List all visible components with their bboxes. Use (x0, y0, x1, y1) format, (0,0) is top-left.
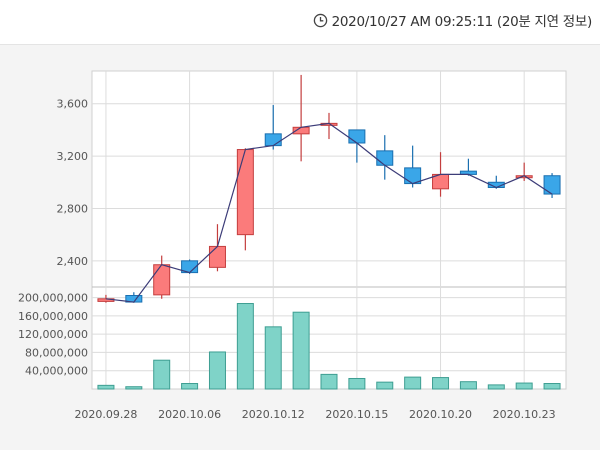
candle-body (376, 150, 394, 166)
volume-bar (264, 326, 282, 390)
volume-tick-label: 40,000,000 (25, 365, 88, 378)
clock-icon (313, 13, 327, 27)
volume-bar (125, 386, 143, 390)
volume-bar (208, 351, 226, 390)
price-axis: 2,400 2,800 3,200 3,600 (57, 98, 89, 268)
price-tick-label: 3,600 (57, 98, 89, 111)
volume-tick-label: 200,000,000 (18, 292, 88, 305)
volume-bar (376, 381, 394, 390)
timestamp: 2020/10/27 AM 09:25:11 (20분 지연 정보) (313, 10, 592, 30)
volume-bar (181, 383, 199, 390)
volume-bar (292, 311, 310, 390)
header: 2020/10/27 AM 09:25:11 (20분 지연 정보) (0, 0, 600, 44)
volume-bar (432, 377, 450, 390)
candles (97, 74, 561, 303)
candle-body (543, 175, 561, 195)
date-tick-label: 2020.10.06 (158, 408, 221, 421)
close-line (105, 122, 553, 303)
price-tick-label: 2,800 (57, 202, 89, 215)
date-tick-label: 2020.10.20 (409, 408, 472, 421)
volume-bars (97, 303, 561, 390)
timestamp-text: 2020/10/27 AM 09:25:11 (20분 지연 정보) (331, 14, 593, 30)
candle-body (208, 245, 226, 268)
price-tick-label: 2,400 (57, 255, 89, 268)
volume-bar (236, 303, 254, 390)
volume-bar (515, 382, 533, 390)
price-tick-label: 3,200 (57, 150, 89, 163)
volume-bar (459, 381, 477, 390)
volume-tick-label: 80,000,000 (25, 346, 88, 359)
volume-bar (153, 359, 171, 390)
date-tick-label: 2020.10.23 (493, 408, 556, 421)
volume-bar (348, 377, 366, 390)
volume-bar (97, 384, 115, 390)
volume-tick-label: 160,000,000 (18, 310, 88, 323)
date-tick-label: 2020.09.28 (74, 408, 137, 421)
candle-body (348, 129, 366, 144)
candle-body (264, 133, 282, 147)
volume-bar (487, 384, 505, 390)
volume-tick-label: 120,000,000 (18, 328, 88, 341)
grid (92, 71, 566, 389)
volume-axis: 40,000,000 80,000,000 120,000,000 160,000,0… (18, 292, 88, 378)
stock-chart: 2,400 2,800 3,200 3,600 40,000,000 80,000,00… (18, 70, 567, 421)
candle-body (153, 264, 171, 296)
date-axis: 2020.09.28 2020.10.06 2020.10.12 2020.10.15… (74, 408, 555, 421)
candle-body (236, 149, 254, 236)
volume-bar (543, 383, 561, 390)
date-tick-label: 2020.10.12 (242, 408, 305, 421)
volume-bar (320, 373, 338, 390)
date-tick-label: 2020.10.15 (325, 408, 388, 421)
volume-bar (404, 376, 422, 390)
